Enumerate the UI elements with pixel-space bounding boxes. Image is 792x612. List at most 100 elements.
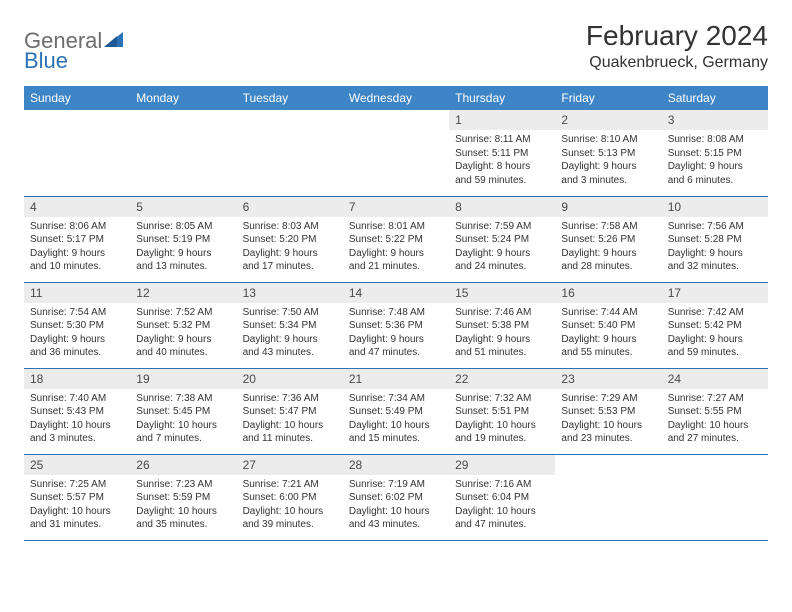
sunset-text: Sunset: 5:45 PM	[136, 405, 230, 419]
calendar-cell: 8Sunrise: 7:59 AMSunset: 5:24 PMDaylight…	[449, 196, 555, 282]
sunrise-text: Sunrise: 7:56 AM	[668, 220, 762, 234]
daylight-text: Daylight: 9 hours and 24 minutes.	[455, 247, 549, 274]
calendar-cell	[237, 110, 343, 196]
brand-name-part2: Blue	[24, 48, 68, 73]
day-details: Sunrise: 7:29 AMSunset: 5:53 PMDaylight:…	[555, 389, 661, 451]
calendar-cell	[130, 110, 236, 196]
page-header: General February 2024 Quakenbrueck, Germ…	[24, 20, 768, 72]
day-number: 25	[24, 455, 130, 475]
sunset-text: Sunset: 5:40 PM	[561, 319, 655, 333]
calendar-cell	[662, 454, 768, 540]
day-number: 5	[130, 197, 236, 217]
sunset-text: Sunset: 5:43 PM	[30, 405, 124, 419]
calendar-table: SundayMondayTuesdayWednesdayThursdayFrid…	[24, 86, 768, 541]
weekday-header: Tuesday	[237, 86, 343, 110]
sunrise-text: Sunrise: 7:29 AM	[561, 392, 655, 406]
day-details: Sunrise: 7:27 AMSunset: 5:55 PMDaylight:…	[662, 389, 768, 451]
day-details: Sunrise: 7:59 AMSunset: 5:24 PMDaylight:…	[449, 217, 555, 279]
day-details: Sunrise: 7:50 AMSunset: 5:34 PMDaylight:…	[237, 303, 343, 365]
daylight-text: Daylight: 10 hours and 11 minutes.	[243, 419, 337, 446]
day-details: Sunrise: 7:54 AMSunset: 5:30 PMDaylight:…	[24, 303, 130, 365]
sunset-text: Sunset: 5:34 PM	[243, 319, 337, 333]
day-details: Sunrise: 7:40 AMSunset: 5:43 PMDaylight:…	[24, 389, 130, 451]
day-details: Sunrise: 7:56 AMSunset: 5:28 PMDaylight:…	[662, 217, 768, 279]
sunset-text: Sunset: 5:17 PM	[30, 233, 124, 247]
month-title: February 2024	[586, 20, 768, 52]
day-number: 29	[449, 455, 555, 475]
day-details: Sunrise: 7:34 AMSunset: 5:49 PMDaylight:…	[343, 389, 449, 451]
calendar-cell: 11Sunrise: 7:54 AMSunset: 5:30 PMDayligh…	[24, 282, 130, 368]
day-number: 7	[343, 197, 449, 217]
sunrise-text: Sunrise: 8:10 AM	[561, 133, 655, 147]
calendar-cell: 27Sunrise: 7:21 AMSunset: 6:00 PMDayligh…	[237, 454, 343, 540]
sunrise-text: Sunrise: 7:40 AM	[30, 392, 124, 406]
sunset-text: Sunset: 5:55 PM	[668, 405, 762, 419]
calendar-cell: 13Sunrise: 7:50 AMSunset: 5:34 PMDayligh…	[237, 282, 343, 368]
sunset-text: Sunset: 5:28 PM	[668, 233, 762, 247]
daylight-text: Daylight: 9 hours and 40 minutes.	[136, 333, 230, 360]
day-number: 12	[130, 283, 236, 303]
sunset-text: Sunset: 6:04 PM	[455, 491, 549, 505]
sunrise-text: Sunrise: 8:03 AM	[243, 220, 337, 234]
daylight-text: Daylight: 9 hours and 32 minutes.	[668, 247, 762, 274]
sunrise-text: Sunrise: 7:27 AM	[668, 392, 762, 406]
daylight-text: Daylight: 10 hours and 35 minutes.	[136, 505, 230, 532]
day-number: 23	[555, 369, 661, 389]
daylight-text: Daylight: 9 hours and 59 minutes.	[668, 333, 762, 360]
day-details: Sunrise: 7:38 AMSunset: 5:45 PMDaylight:…	[130, 389, 236, 451]
calendar-row: 18Sunrise: 7:40 AMSunset: 5:43 PMDayligh…	[24, 368, 768, 454]
day-details: Sunrise: 8:03 AMSunset: 5:20 PMDaylight:…	[237, 217, 343, 279]
sunset-text: Sunset: 5:19 PM	[136, 233, 230, 247]
sunrise-text: Sunrise: 7:34 AM	[349, 392, 443, 406]
daylight-text: Daylight: 9 hours and 21 minutes.	[349, 247, 443, 274]
day-details: Sunrise: 8:05 AMSunset: 5:19 PMDaylight:…	[130, 217, 236, 279]
day-number: 1	[449, 110, 555, 130]
sunrise-text: Sunrise: 7:50 AM	[243, 306, 337, 320]
sunrise-text: Sunrise: 7:36 AM	[243, 392, 337, 406]
sunset-text: Sunset: 5:51 PM	[455, 405, 549, 419]
daylight-text: Daylight: 9 hours and 17 minutes.	[243, 247, 337, 274]
day-number: 22	[449, 369, 555, 389]
day-number: 17	[662, 283, 768, 303]
day-details: Sunrise: 7:46 AMSunset: 5:38 PMDaylight:…	[449, 303, 555, 365]
day-number: 4	[24, 197, 130, 217]
daylight-text: Daylight: 10 hours and 43 minutes.	[349, 505, 443, 532]
day-details: Sunrise: 7:32 AMSunset: 5:51 PMDaylight:…	[449, 389, 555, 451]
calendar-cell: 2 Sunrise: 8:10 AMSunset: 5:13 PMDaylight…	[555, 110, 661, 196]
weekday-header: Thursday	[449, 86, 555, 110]
calendar-cell: 16Sunrise: 7:44 AMSunset: 5:40 PMDayligh…	[555, 282, 661, 368]
calendar-cell: 18Sunrise: 7:40 AMSunset: 5:43 PMDayligh…	[24, 368, 130, 454]
calendar-cell: 23Sunrise: 7:29 AMSunset: 5:53 PMDayligh…	[555, 368, 661, 454]
sunset-text: Sunset: 5:22 PM	[349, 233, 443, 247]
day-details: Sunrise: 7:58 AMSunset: 5:26 PMDaylight:…	[555, 217, 661, 279]
day-details: Sunrise: 7:44 AMSunset: 5:40 PMDaylight:…	[555, 303, 661, 365]
sunset-text: Sunset: 5:13 PM	[561, 147, 655, 161]
calendar-cell: 20Sunrise: 7:36 AMSunset: 5:47 PMDayligh…	[237, 368, 343, 454]
day-details: Sunrise: 7:42 AMSunset: 5:42 PMDaylight:…	[662, 303, 768, 365]
daylight-text: Daylight: 9 hours and 51 minutes.	[455, 333, 549, 360]
day-number: 2	[555, 110, 661, 130]
sunset-text: Sunset: 5:24 PM	[455, 233, 549, 247]
daylight-text: Daylight: 9 hours and 3 minutes.	[561, 160, 655, 187]
calendar-cell: 25Sunrise: 7:25 AMSunset: 5:57 PMDayligh…	[24, 454, 130, 540]
sunrise-text: Sunrise: 7:59 AM	[455, 220, 549, 234]
sunrise-text: Sunrise: 7:58 AM	[561, 220, 655, 234]
calendar-cell: 19Sunrise: 7:38 AMSunset: 5:45 PMDayligh…	[130, 368, 236, 454]
daylight-text: Daylight: 10 hours and 23 minutes.	[561, 419, 655, 446]
day-number: 8	[449, 197, 555, 217]
calendar-cell: 6Sunrise: 8:03 AMSunset: 5:20 PMDaylight…	[237, 196, 343, 282]
daylight-text: Daylight: 10 hours and 31 minutes.	[30, 505, 124, 532]
daylight-text: Daylight: 9 hours and 13 minutes.	[136, 247, 230, 274]
daylight-text: Daylight: 9 hours and 55 minutes.	[561, 333, 655, 360]
sunset-text: Sunset: 5:36 PM	[349, 319, 443, 333]
day-details: Sunrise: 7:48 AMSunset: 5:36 PMDaylight:…	[343, 303, 449, 365]
day-details: Sunrise: 7:23 AMSunset: 5:59 PMDaylight:…	[130, 475, 236, 537]
day-details: Sunrise: 8:08 AMSunset: 5:15 PMDaylight:…	[662, 130, 768, 192]
day-number: 26	[130, 455, 236, 475]
sunset-text: Sunset: 5:32 PM	[136, 319, 230, 333]
day-details: Sunrise: 7:21 AMSunset: 6:00 PMDaylight:…	[237, 475, 343, 537]
sunrise-text: Sunrise: 7:38 AM	[136, 392, 230, 406]
daylight-text: Daylight: 10 hours and 39 minutes.	[243, 505, 337, 532]
daylight-text: Daylight: 10 hours and 15 minutes.	[349, 419, 443, 446]
daylight-text: Daylight: 9 hours and 10 minutes.	[30, 247, 124, 274]
